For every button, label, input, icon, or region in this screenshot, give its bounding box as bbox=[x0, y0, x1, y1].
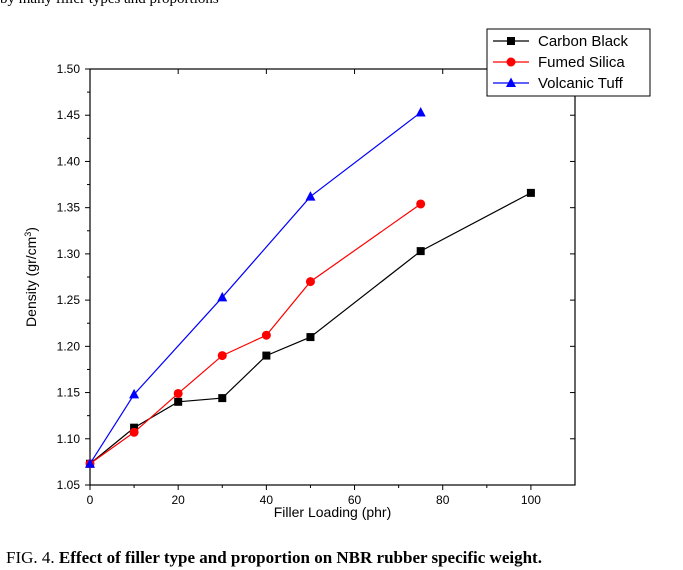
y-tick-label: 1.50 bbox=[57, 62, 81, 76]
y-tick-label: 1.20 bbox=[57, 339, 81, 353]
data-point-volcanic-tuff bbox=[217, 291, 228, 302]
legend-label: Fumed Silica bbox=[538, 54, 625, 71]
data-point-volcanic-tuff bbox=[305, 191, 316, 201]
series-fumed-silica bbox=[85, 199, 426, 469]
series-layer bbox=[85, 106, 535, 469]
data-point-carbon-black bbox=[262, 351, 271, 360]
data-point-carbon-black bbox=[130, 423, 139, 432]
x-axis-title: Filler Loading (phr) bbox=[274, 504, 392, 520]
x-tick-label: 0 bbox=[87, 493, 94, 507]
legend-item-fumed-silica: Fumed Silica bbox=[493, 54, 625, 71]
legend: Carbon Black Fumed Silica Volcanic Tuff bbox=[486, 28, 651, 97]
x-tick-label: 20 bbox=[172, 493, 186, 507]
y-tick-label: 1.40 bbox=[57, 154, 81, 168]
figure-caption-text: Effect of filler type and proportion on … bbox=[58, 548, 542, 567]
data-point-volcanic-tuff bbox=[85, 458, 95, 468]
y-axis-ticks: 1.05 1.10 1.15 1.20 1.25 1.30 1.35 1.40 1.45 1.50 bbox=[57, 62, 575, 492]
density-line-chart: 1.05 1.10 1.15 1.20 1.25 1.30 1.35 1.40 1.45 1.50… bbox=[23, 28, 651, 520]
data-point-carbon-black bbox=[174, 397, 183, 406]
data-point-carbon-black bbox=[218, 394, 227, 403]
legend-item-volcanic-tuff: Volcanic Tuff bbox=[493, 75, 624, 92]
y-tick-label: 1.25 bbox=[57, 293, 81, 307]
data-point-volcanic-tuff bbox=[129, 388, 140, 399]
x-tick-label: 40 bbox=[260, 493, 274, 507]
legend-swatch-marker bbox=[506, 57, 516, 67]
x-tick-label: 100 bbox=[521, 493, 541, 507]
legend-label: Carbon Black bbox=[538, 33, 629, 50]
y-tick-label: 1.15 bbox=[57, 386, 81, 400]
data-point-volcanic-tuff bbox=[415, 106, 426, 117]
figure-caption: FIG. 4. Effect of filler type and propor… bbox=[6, 548, 542, 568]
legend-label: Volcanic Tuff bbox=[538, 75, 624, 92]
series-carbon-black bbox=[86, 188, 535, 468]
series-volcanic-tuff bbox=[85, 106, 426, 468]
figure-caption-label: FIG. 4. bbox=[6, 548, 59, 567]
data-point-fumed-silica bbox=[261, 330, 271, 340]
data-point-carbon-black bbox=[416, 247, 425, 256]
x-axis-ticks: 0 20 40 60 80 100 bbox=[87, 69, 541, 507]
series-line-carbon-black bbox=[89, 192, 532, 465]
y-axis-title-sup: 3 bbox=[23, 232, 33, 237]
data-point-fumed-silica bbox=[173, 388, 183, 398]
y-tick-label: 1.35 bbox=[57, 201, 81, 215]
x-tick-label: 80 bbox=[436, 493, 450, 507]
legend-item-carbon-black: Carbon Black bbox=[493, 33, 629, 50]
plot-frame bbox=[89, 68, 576, 486]
y-tick-label: 1.05 bbox=[57, 478, 81, 492]
y-tick-label: 1.45 bbox=[57, 108, 81, 122]
data-point-carbon-black bbox=[526, 188, 535, 197]
data-point-carbon-black bbox=[306, 333, 315, 342]
y-axis-title: Density (gr/cm3) bbox=[23, 227, 39, 327]
x-tick-label: 60 bbox=[348, 493, 362, 507]
series-line-volcanic-tuff bbox=[89, 111, 422, 465]
data-point-fumed-silica bbox=[416, 199, 426, 209]
data-point-fumed-silica bbox=[305, 277, 315, 287]
plot-border bbox=[89, 68, 576, 486]
legend-swatch-marker bbox=[506, 77, 516, 87]
y-axis-title-close: ) bbox=[23, 227, 39, 232]
y-tick-label: 1.30 bbox=[57, 247, 81, 261]
data-point-fumed-silica bbox=[217, 351, 227, 361]
y-tick-label: 1.10 bbox=[57, 432, 81, 446]
legend-swatch-marker bbox=[507, 37, 515, 45]
y-axis-title-main: Density (gr/cm bbox=[23, 237, 39, 327]
top-text-fragment: by many filler types and proportions bbox=[0, 0, 219, 8]
data-point-fumed-silica bbox=[129, 427, 139, 437]
